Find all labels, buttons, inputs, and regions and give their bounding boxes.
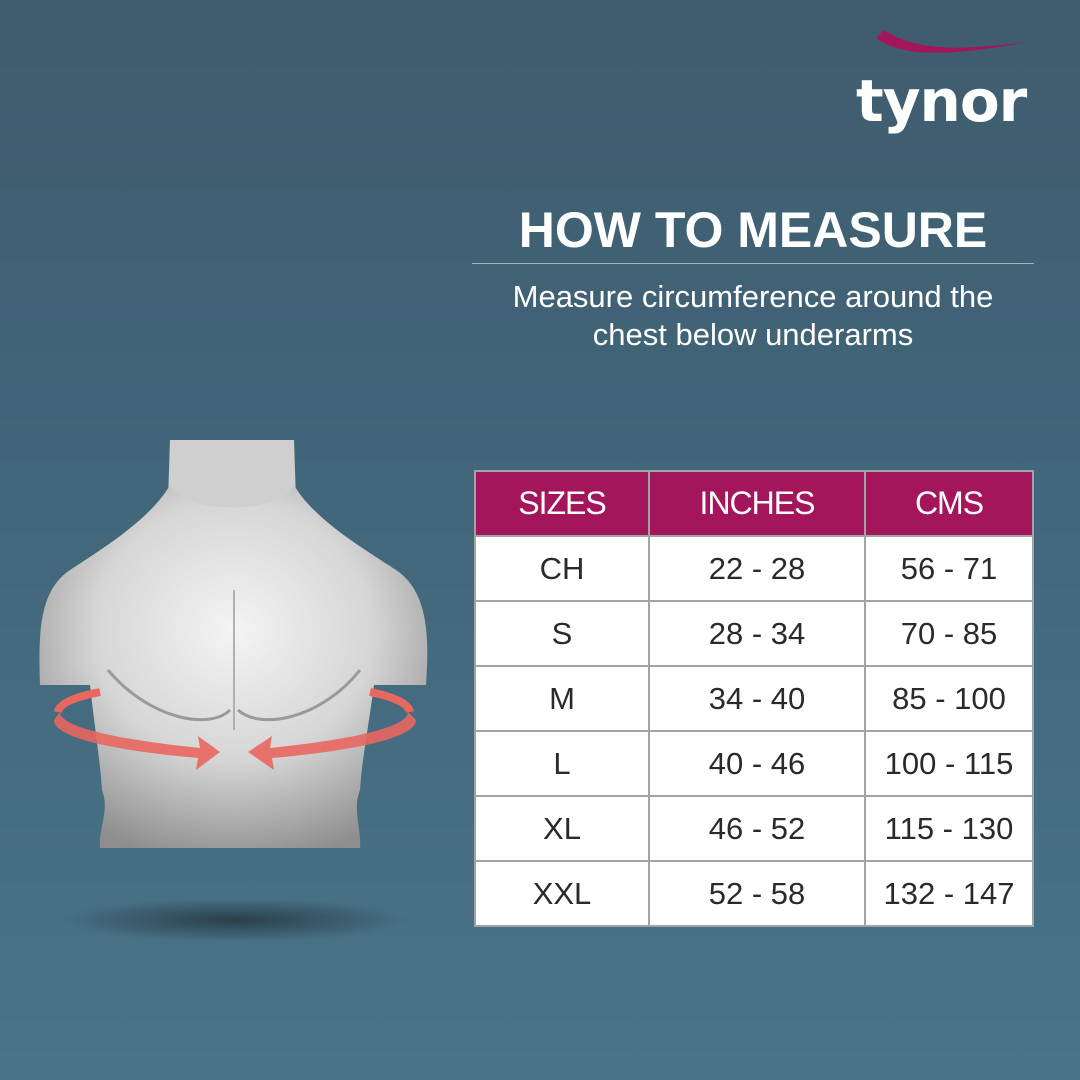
size-cell: XXL <box>474 860 650 927</box>
table-row: XXL 52 - 58 132 - 147 <box>474 860 1034 927</box>
header-cms: CMS <box>864 470 1034 537</box>
measure-instructions: Measure circumference around the chest b… <box>472 278 1034 354</box>
size-cell: L <box>474 730 650 797</box>
inches-cell: 40 - 46 <box>648 730 866 797</box>
inches-cell: 34 - 40 <box>648 665 866 732</box>
size-chart-table: SIZES INCHES CMS CH 22 - 28 56 - 71 S 28… <box>474 470 1034 927</box>
inches-cell: 22 - 28 <box>648 535 866 602</box>
page-title: HOW TO MEASURE <box>518 202 988 258</box>
brand-logo: tynor <box>852 28 1042 138</box>
brand-name: tynor <box>856 67 1027 135</box>
instruction-line-2: chest below underarms <box>592 317 914 352</box>
inches-cell: 28 - 34 <box>648 600 866 667</box>
table-row: M 34 - 40 85 - 100 <box>474 665 1034 732</box>
inches-cell: 52 - 58 <box>648 860 866 927</box>
table-row: CH 22 - 28 56 - 71 <box>474 535 1034 602</box>
instruction-line-1: Measure circumference around the <box>512 279 994 314</box>
size-cell: CH <box>474 535 650 602</box>
cms-cell: 85 - 100 <box>864 665 1034 732</box>
size-cell: S <box>474 600 650 667</box>
header-inches: INCHES <box>648 470 866 537</box>
cms-cell: 70 - 85 <box>864 600 1034 667</box>
torso-chest-measurement-icon <box>39 440 428 942</box>
size-cell: XL <box>474 795 650 862</box>
cms-cell: 100 - 115 <box>864 730 1034 797</box>
cms-cell: 56 - 71 <box>864 535 1034 602</box>
table-row: XL 46 - 52 115 - 130 <box>474 795 1034 862</box>
cms-cell: 132 - 147 <box>864 860 1034 927</box>
header-sizes: SIZES <box>474 470 650 537</box>
table-row: S 28 - 34 70 - 85 <box>474 600 1034 667</box>
title-divider <box>472 263 1034 264</box>
cms-cell: 115 - 130 <box>864 795 1034 862</box>
table-header-row: SIZES INCHES CMS <box>474 470 1034 537</box>
logo-swoosh-icon <box>876 30 1028 53</box>
table-row: L 40 - 46 100 - 115 <box>474 730 1034 797</box>
size-cell: M <box>474 665 650 732</box>
inches-cell: 46 - 52 <box>648 795 866 862</box>
